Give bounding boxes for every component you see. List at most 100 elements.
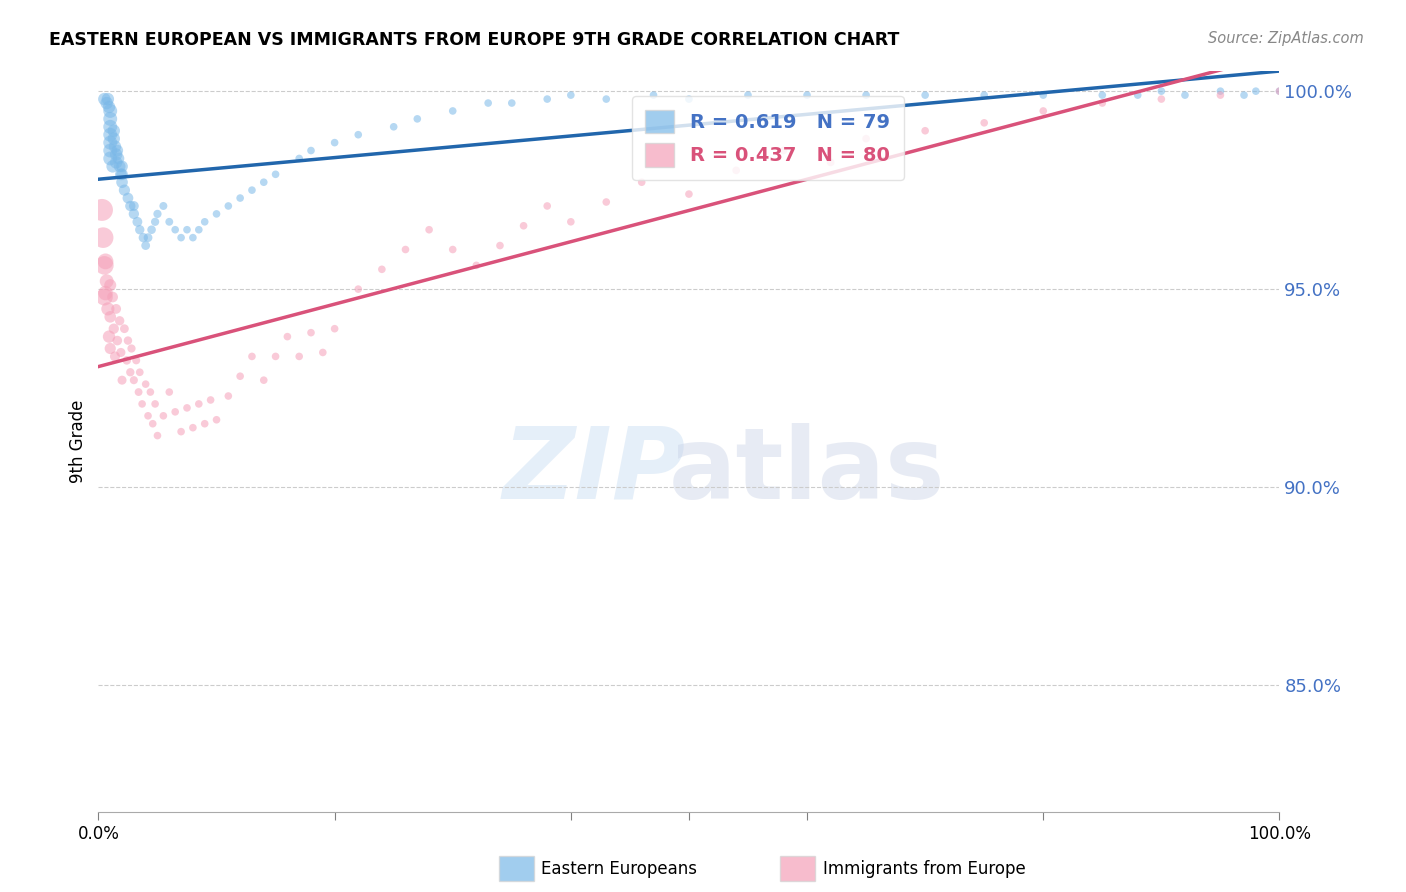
Point	[98, 329, 121, 343]
Point	[96, 274, 118, 288]
Point	[110, 345, 132, 359]
Point	[112, 183, 135, 197]
Point	[157, 385, 180, 400]
Point	[229, 191, 252, 205]
Point	[131, 397, 153, 411]
Point	[217, 199, 239, 213]
Point	[91, 202, 114, 217]
Point	[165, 405, 187, 419]
Point	[441, 103, 464, 118]
Point	[194, 417, 217, 431]
Text: ZIP: ZIP	[503, 423, 686, 520]
Point	[97, 301, 120, 316]
Point	[1126, 88, 1149, 103]
Point	[98, 342, 121, 356]
Point	[91, 230, 114, 244]
Point	[253, 175, 276, 189]
Point	[122, 207, 145, 221]
Point	[96, 96, 118, 111]
Point	[1150, 92, 1173, 106]
Point	[115, 353, 138, 368]
Point	[1244, 84, 1267, 98]
Point	[1032, 103, 1054, 118]
Point	[110, 167, 132, 181]
Point	[152, 199, 174, 213]
Point	[103, 131, 125, 145]
Point	[1091, 88, 1114, 103]
Point	[170, 425, 193, 439]
Point	[796, 88, 818, 103]
Point	[143, 215, 166, 229]
Point	[104, 350, 127, 364]
Point	[288, 152, 311, 166]
Point	[229, 369, 252, 384]
Point	[98, 128, 121, 142]
Point	[108, 314, 131, 328]
Point	[98, 112, 121, 126]
Point	[105, 144, 128, 158]
Legend: R = 0.619   N = 79, R = 0.437   N = 80: R = 0.619 N = 79, R = 0.437 N = 80	[631, 95, 904, 180]
Point	[205, 207, 228, 221]
Point	[772, 144, 794, 158]
Point	[120, 199, 142, 213]
Point	[152, 409, 174, 423]
Point	[176, 223, 198, 237]
Point	[501, 96, 523, 111]
Point	[406, 112, 429, 126]
Point	[122, 373, 145, 387]
Point	[120, 365, 142, 379]
Point	[103, 124, 125, 138]
Point	[240, 350, 263, 364]
Point	[107, 152, 129, 166]
Point	[105, 147, 128, 161]
Point	[142, 417, 165, 431]
Point	[323, 322, 346, 336]
Point	[98, 103, 121, 118]
Point	[125, 353, 148, 368]
Point	[111, 160, 134, 174]
Point	[98, 100, 121, 114]
Point	[253, 373, 276, 387]
Point	[299, 326, 322, 340]
Point	[157, 215, 180, 229]
Point	[146, 207, 169, 221]
Point	[441, 243, 464, 257]
Point	[98, 144, 121, 158]
Point	[117, 334, 139, 348]
Point	[136, 409, 159, 423]
Point	[240, 183, 263, 197]
Point	[121, 342, 143, 356]
Point	[914, 124, 936, 138]
Point	[122, 199, 145, 213]
Point	[217, 389, 239, 403]
Point	[477, 96, 499, 111]
Point	[111, 175, 134, 189]
Text: Source: ZipAtlas.com: Source: ZipAtlas.com	[1208, 31, 1364, 46]
Point	[101, 290, 124, 304]
Point	[135, 377, 157, 392]
Point	[288, 350, 311, 364]
Text: EASTERN EUROPEAN VS IMMIGRANTS FROM EUROPE 9TH GRADE CORRELATION CHART: EASTERN EUROPEAN VS IMMIGRANTS FROM EURO…	[49, 31, 900, 49]
Point	[1150, 84, 1173, 98]
Point	[595, 92, 617, 106]
Point	[276, 329, 298, 343]
Point	[141, 223, 163, 237]
Point	[112, 322, 135, 336]
Point	[312, 345, 335, 359]
Point	[678, 187, 700, 202]
Point	[128, 223, 150, 237]
Point	[725, 163, 748, 178]
Point	[1233, 88, 1256, 103]
Point	[93, 258, 115, 272]
Point	[347, 282, 370, 296]
Point	[94, 254, 117, 268]
Point	[111, 373, 134, 387]
Point	[98, 152, 121, 166]
Point	[128, 365, 150, 379]
Point	[93, 290, 115, 304]
Text: atlas: atlas	[669, 423, 945, 520]
Point	[1268, 84, 1291, 98]
Point	[101, 160, 124, 174]
Point	[737, 88, 759, 103]
Point	[187, 223, 209, 237]
